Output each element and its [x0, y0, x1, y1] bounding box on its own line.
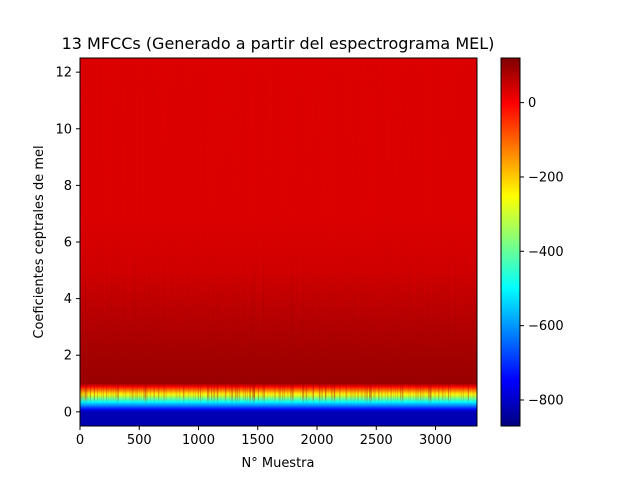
heatmap-texture	[80, 58, 477, 426]
x-tick-label: 0	[76, 433, 84, 448]
colorbar: 0 −200 −400 −600 −800	[500, 57, 564, 427]
x-tick-label: 2000	[300, 433, 333, 448]
colorbar-tick-label: 0	[528, 96, 536, 111]
y-tick-label: 12	[55, 66, 72, 81]
y-tick-label: 10	[55, 122, 72, 137]
x-tick-label: 2500	[360, 433, 393, 448]
y-tick-label: 2	[64, 349, 72, 364]
y-tick-label: 0	[64, 405, 72, 420]
y-axis: 0 2 4 6 8 10 12	[55, 66, 80, 420]
y-axis-label: Coeficientes ceptrales de mel	[32, 145, 47, 338]
x-tick-label: 3000	[419, 433, 452, 448]
colorbar-gradient	[500, 57, 521, 427]
x-tick-label: 1000	[182, 433, 215, 448]
chart-title: 13 MFCCs (Generado a partir del espectro…	[62, 34, 495, 53]
y-tick-label: 4	[64, 292, 72, 307]
y-tick-label: 8	[64, 179, 72, 194]
x-tick-label: 500	[127, 433, 152, 448]
x-tick-label: 1500	[241, 433, 274, 448]
y-tick-label: 6	[64, 236, 72, 251]
x-axis: 0 500 1000 1500 2000 2500 3000	[76, 426, 452, 448]
colorbar-tick-label: −600	[528, 319, 564, 334]
x-axis-label: N° Muestra	[242, 456, 315, 471]
colorbar-tick-label: −400	[528, 245, 564, 260]
colorbar-tick-label: −800	[528, 393, 564, 408]
colorbar-tick-label: −200	[528, 170, 564, 185]
heatmap	[80, 58, 477, 426]
colorbar-ticks: 0 −200 −400 −600 −800	[520, 96, 564, 408]
